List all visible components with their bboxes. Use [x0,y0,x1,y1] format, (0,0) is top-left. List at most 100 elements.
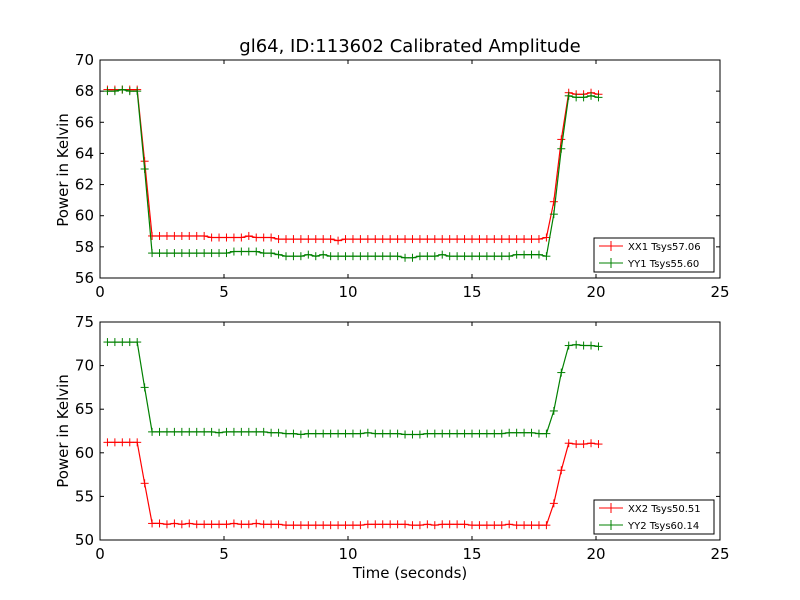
data-point [274,235,283,244]
data-point [542,252,551,261]
data-point [207,520,216,529]
x-tick-label: 25 [710,283,729,301]
data-point [363,428,372,437]
data-point [311,252,320,261]
y-tick-label: 56 [75,269,94,287]
data-point [564,91,573,100]
data-point [549,197,558,206]
data-point [386,235,395,244]
data-point [393,429,402,438]
x-tick-label: 10 [338,545,357,563]
data-point [341,521,350,530]
data-point [110,438,119,447]
y-tick-label: 62 [75,176,94,194]
data-point [296,235,305,244]
data-point [557,368,566,377]
data-point [527,250,536,259]
data-point [468,429,476,438]
data-point [304,521,313,530]
data-point [460,252,469,261]
data-point [497,252,506,261]
chart-title: gl64, ID:113602 Calibrated Amplitude [239,36,580,57]
data-point [587,341,596,350]
data-point [445,235,454,244]
data-point [490,521,499,530]
data-point [468,252,476,261]
data-point [497,521,506,530]
data-point [162,249,171,258]
data-point [222,520,231,529]
data-point [148,249,157,258]
data-point [244,427,253,436]
legend: XX1 Tsys57.06 YY1 Tsys55.60 [593,237,715,273]
data-point [274,520,283,529]
data-point [527,235,536,244]
data-point [155,427,164,436]
data-point [222,233,231,242]
data-point [475,521,484,530]
x-tick-label: 20 [586,545,605,563]
data-point [237,520,246,529]
legend-label-yy1: YY1 Tsys55.60 [627,259,699,270]
data-point [378,252,387,261]
data-point [438,520,447,529]
data-point [490,429,499,438]
data-point [534,429,543,438]
legend-box [593,499,715,535]
data-point [267,249,276,258]
data-point [222,249,231,258]
y-tick-label: 66 [75,113,94,131]
data-point [140,479,149,488]
data-point [125,87,134,96]
data-point [304,235,313,244]
data-point [356,252,365,261]
data-point [296,252,305,261]
data-point [438,235,447,244]
data-point [378,520,387,529]
data-point [319,429,328,438]
data-point [207,427,216,436]
data-point [348,521,357,530]
y-tick-label: 70 [75,357,94,375]
data-point [401,253,410,262]
data-point [534,521,543,530]
legend-label-xx1: XX1 Tsys57.06 [628,242,701,253]
data-point [319,235,328,244]
data-point [393,520,402,529]
data-point [386,252,395,261]
data-point [326,235,335,244]
data-point [319,250,328,259]
data-point [587,439,596,448]
data-point [423,429,432,438]
data-point [282,252,290,261]
data-point [274,428,283,437]
data-point [237,233,246,242]
data-point [356,429,365,438]
data-point [348,252,357,261]
data-point [460,235,469,244]
data-point [259,520,268,529]
data-point [103,438,112,447]
data-point [505,252,514,261]
x-tick-label: 0 [95,283,105,301]
data-point [534,250,543,259]
plot-frame [99,321,721,541]
data-point [289,429,298,438]
data-point [267,233,276,242]
data-point [534,235,543,244]
data-point [445,520,454,529]
data-point [118,85,127,94]
data-point [170,519,179,528]
data-point [155,519,164,528]
data-point [378,429,387,438]
y-tick-label: 60 [75,444,94,462]
data-point [520,235,529,244]
data-point [430,521,439,530]
data-point [334,429,343,438]
y-tick-label: 64 [75,144,94,162]
data-point [244,231,253,240]
data-point [155,231,164,240]
data-point [140,383,149,392]
data-point [520,250,529,259]
data-point [482,252,491,261]
